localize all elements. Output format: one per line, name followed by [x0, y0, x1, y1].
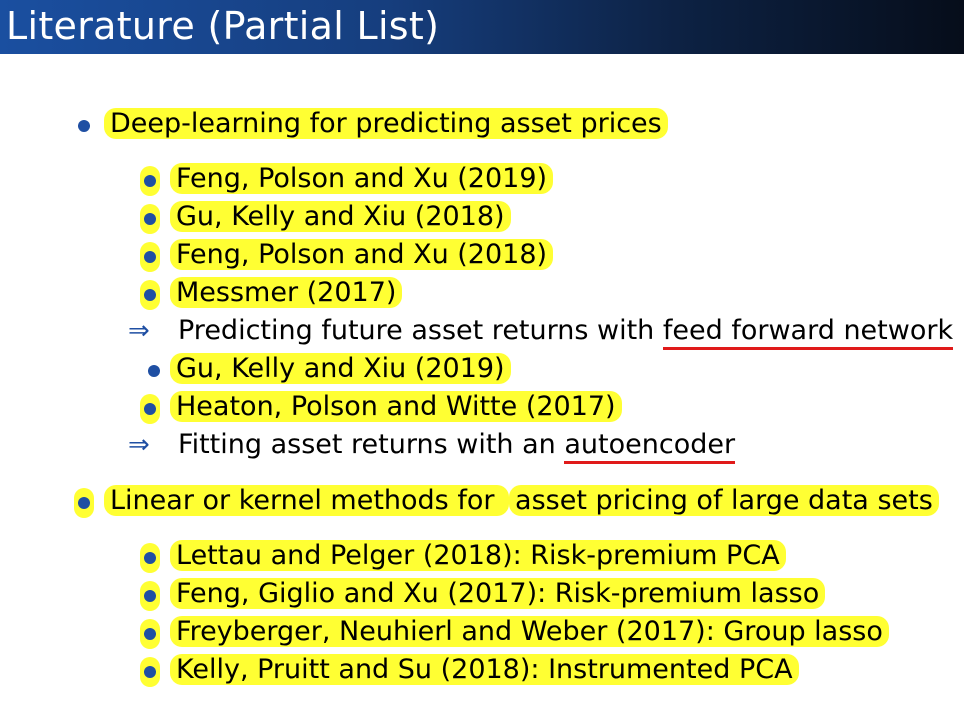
- reference-item: Messmer (2017): [170, 275, 403, 311]
- bullet-icon: [144, 289, 156, 301]
- bullet-icon: [144, 251, 156, 263]
- reference-item: Feng, Giglio and Xu (2017): Risk-premium…: [170, 576, 826, 612]
- bullet-icon: [144, 590, 156, 602]
- underlined-term: feed forward network: [662, 315, 954, 350]
- bullet-icon: [144, 403, 156, 415]
- bullet-icon: [144, 213, 156, 225]
- title-bar: Literature (Partial List): [0, 0, 964, 54]
- reference-item: Kelly, Pruitt and Su (2018): Instrumente…: [170, 652, 799, 688]
- slide-title: Literature (Partial List): [6, 4, 440, 48]
- bullet-icon: [148, 365, 160, 377]
- reference-item: Gu, Kelly and Xiu (2018): [170, 199, 511, 235]
- reference-item: Gu, Kelly and Xiu (2019): [170, 351, 511, 387]
- bullet-icon: [144, 175, 156, 187]
- section1-heading: Deep-learning for predicting asset price…: [104, 106, 668, 142]
- reference-item: Lettau and Pelger (2018): Risk-premium P…: [170, 538, 786, 574]
- implies-arrow-icon: ⇒: [128, 316, 150, 346]
- underlined-term: autoencoder: [564, 429, 736, 464]
- reference-item: Heaton, Polson and Witte (2017): [170, 389, 622, 425]
- bullet-icon: [78, 497, 90, 509]
- reference-item: Feng, Polson and Xu (2019): [170, 161, 554, 197]
- reference-item: Freyberger, Neuhierl and Weber (2017): G…: [170, 614, 889, 650]
- implication-line: Predicting future asset returns with fee…: [178, 313, 954, 350]
- bullet-icon: [144, 628, 156, 640]
- implication-line: Fitting asset returns with an autoencode…: [178, 427, 736, 464]
- reference-item: Feng, Polson and Xu (2018): [170, 237, 554, 273]
- bullet-icon: [78, 120, 90, 132]
- section2-heading: Linear or kernel methods for asset prici…: [104, 483, 939, 519]
- bullet-icon: [144, 552, 156, 564]
- bullet-icon: [144, 666, 156, 678]
- implies-arrow-icon: ⇒: [128, 430, 150, 460]
